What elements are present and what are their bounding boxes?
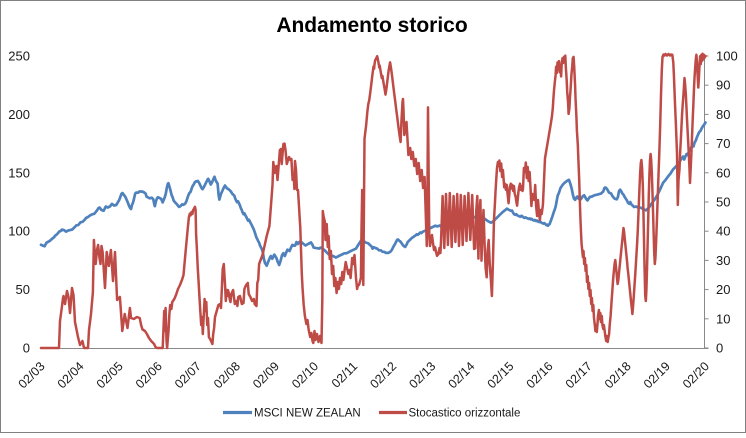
svg-text:90: 90 (716, 78, 730, 93)
svg-text:100: 100 (716, 49, 738, 64)
svg-text:150: 150 (8, 165, 30, 180)
svg-text:100: 100 (8, 224, 30, 239)
svg-text:20: 20 (716, 282, 730, 297)
svg-text:Andamento storico: Andamento storico (276, 14, 467, 37)
svg-text:10: 10 (716, 311, 730, 326)
svg-text:30: 30 (716, 253, 730, 268)
svg-text:60: 60 (716, 165, 730, 180)
svg-text:40: 40 (716, 224, 730, 239)
svg-text:50: 50 (716, 195, 730, 210)
svg-text:80: 80 (716, 107, 730, 122)
svg-text:200: 200 (8, 107, 30, 122)
svg-text:Stocastico orizzontale: Stocastico orizzontale (409, 408, 521, 420)
svg-text:0: 0 (23, 341, 30, 356)
svg-text:MSCI NEW ZEALAN: MSCI NEW ZEALAN (254, 408, 361, 420)
svg-text:70: 70 (716, 136, 730, 151)
svg-text:50: 50 (16, 282, 30, 297)
svg-text:0: 0 (716, 341, 723, 356)
svg-text:250: 250 (8, 49, 30, 64)
